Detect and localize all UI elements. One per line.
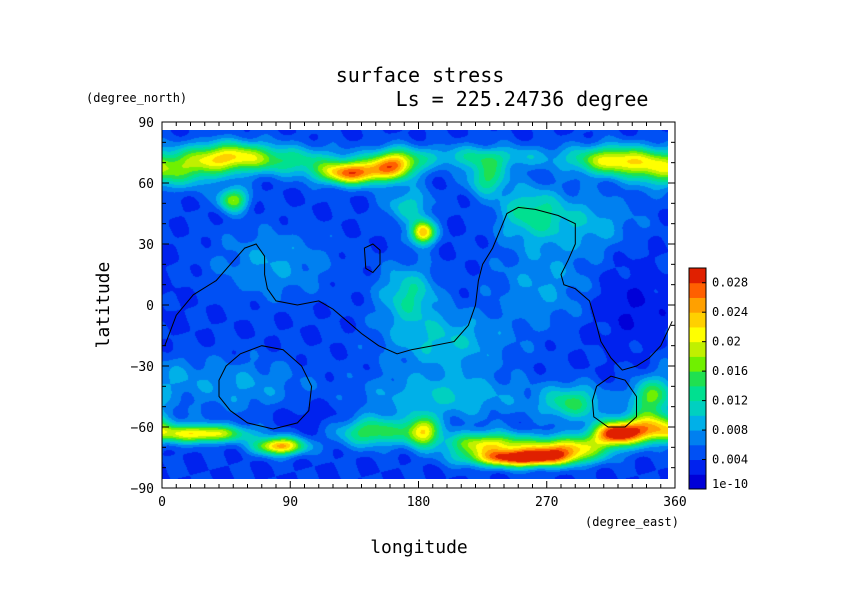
colorbar-tick-label: 0.016 (712, 364, 748, 378)
colorbar-frame (688, 267, 707, 490)
y-tick-label: −90 (131, 482, 154, 497)
heatmap-field-container (162, 130, 668, 479)
y-tick-label: 30 (138, 238, 154, 253)
x-axis-label: longitude (370, 537, 468, 558)
y-tick-label: −60 (131, 421, 154, 436)
colorbar-segment (689, 341, 706, 357)
chart-title: surface stress (336, 63, 505, 87)
contour-line-0 (164, 206, 673, 371)
colorbar-tick-label: 1e-10 (712, 477, 748, 491)
colorbar-tick-label: 0.028 (712, 276, 748, 290)
contour-line-2 (218, 345, 313, 430)
colorbar-segment (689, 297, 706, 313)
y-tick-label: 90 (138, 116, 154, 131)
colorbar-segment (689, 356, 706, 372)
x-axis-ticks: 0 90 180 270 360 (158, 122, 687, 510)
x-tick-label: 360 (663, 495, 686, 510)
contour-lines (164, 206, 673, 430)
colorbar-segment (689, 312, 706, 328)
colorbar-segment (689, 430, 706, 446)
colorbar-segment (689, 371, 706, 387)
colorbar-segment (689, 415, 706, 431)
y-tick-label: −30 (131, 360, 154, 375)
x-tick-label: 90 (282, 495, 298, 510)
y-tick-label: 0 (146, 299, 154, 314)
x-tick-label: 270 (535, 495, 558, 510)
y-units-label: (degree_north) (86, 91, 187, 105)
contour-line-1 (363, 243, 381, 274)
colorbar-segment (689, 326, 706, 343)
x-tick-label: 0 (158, 495, 166, 510)
heatmap-field (162, 130, 668, 479)
x-units-label: (degree_east) (585, 515, 679, 529)
colorbar-segment (689, 282, 706, 298)
y-axis-ticks: 90 60 30 0 −30 −60 −90 (131, 116, 675, 497)
chart-subtitle: Ls = 225.24736 degree (396, 87, 649, 111)
colorbar-segment (689, 385, 706, 402)
x-tick-label: 180 (407, 495, 430, 510)
contour-line-3 (591, 375, 637, 428)
colorbar-segment (689, 268, 706, 284)
colorbar-tick-label: 0.02 (712, 335, 741, 349)
colorbar-tick-label: 0.008 (712, 423, 748, 437)
colorbar-segment (689, 444, 706, 461)
y-axis-label: latitude (93, 262, 114, 349)
colorbar-segment (689, 474, 706, 490)
colorbar-segment (689, 459, 706, 475)
colorbar-tick-label: 0.004 (712, 453, 748, 467)
colorbar: 0.028 0.024 0.02 0.016 0.012 0.008 0.004 1e-10 (688, 267, 748, 491)
y-tick-label: 60 (138, 177, 154, 192)
colorbar-tick-label: 0.012 (712, 394, 748, 408)
colorbar-segment (689, 400, 706, 416)
colorbar-tick-label: 0.024 (712, 305, 748, 319)
